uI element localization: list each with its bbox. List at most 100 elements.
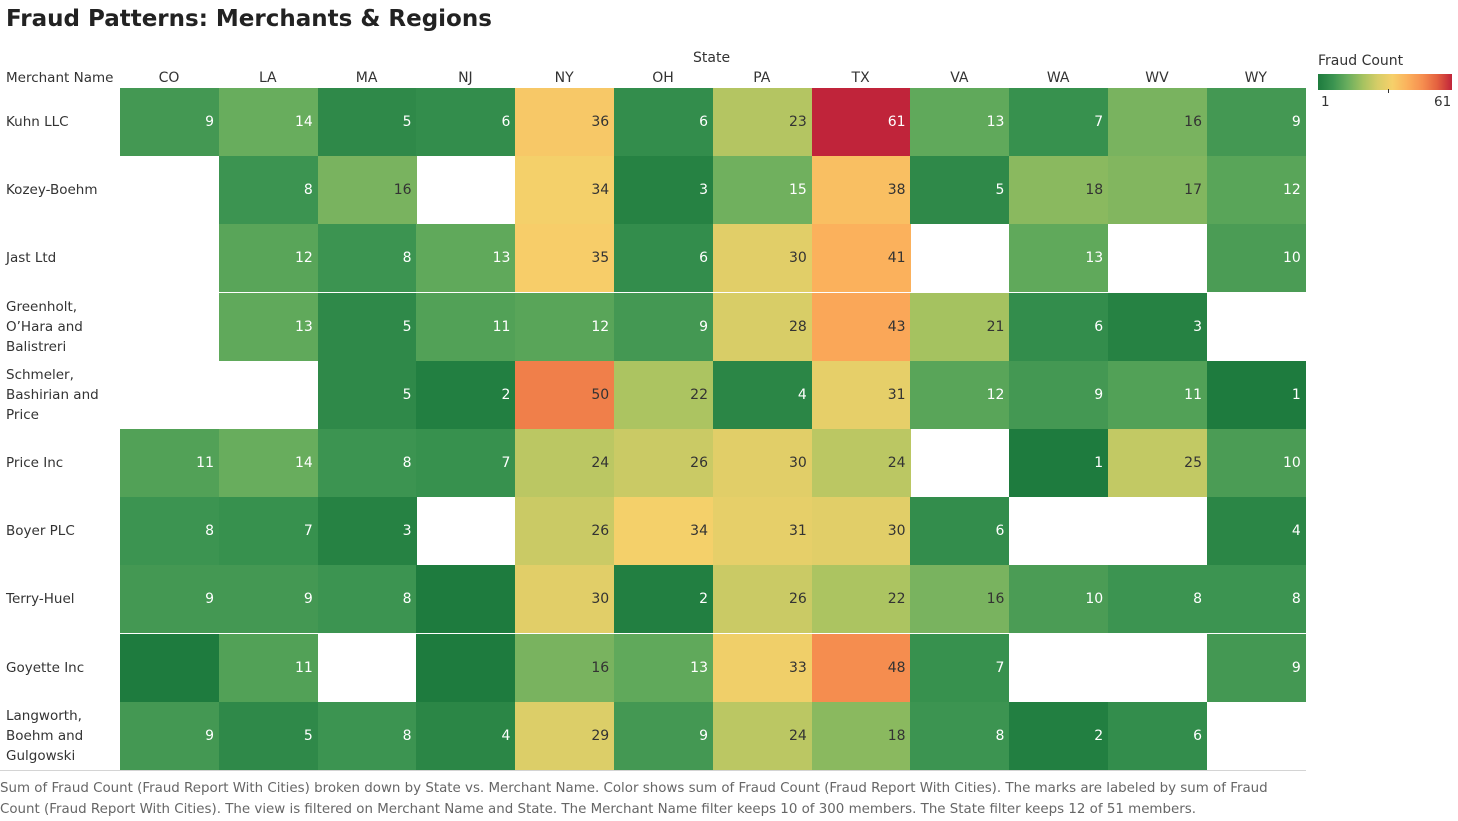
heatmap-cell[interactable]: 7	[1009, 88, 1109, 156]
heatmap-cell[interactable]: 15	[712, 156, 812, 225]
heatmap-cell[interactable]: 10	[1206, 224, 1306, 293]
heatmap-cell[interactable]: 7	[416, 429, 516, 497]
heatmap-cell[interactable]: 38	[811, 156, 911, 225]
heatmap-cell[interactable]: 48	[811, 633, 911, 702]
heatmap-cell[interactable]: 12	[1206, 156, 1306, 225]
heatmap-cell[interactable]: 5	[317, 360, 417, 429]
heatmap-cell[interactable]: 6	[416, 88, 516, 156]
heatmap-cell[interactable]: 18	[1009, 156, 1109, 225]
heatmap-cell[interactable]: 5	[317, 88, 417, 156]
heatmap-cell[interactable]: 26	[614, 429, 713, 497]
heatmap-cell[interactable]: 13	[614, 633, 713, 702]
heatmap-cell[interactable]: 9	[614, 701, 713, 770]
heatmap-cell[interactable]: 21	[910, 292, 1010, 361]
heatmap-cell[interactable]: 2	[614, 565, 713, 634]
heatmap-cell[interactable]: 4	[1206, 497, 1306, 566]
heatmap-cell[interactable]: 22	[614, 360, 713, 429]
heatmap-cell[interactable]: 8	[1206, 565, 1306, 634]
heatmap-cell[interactable]: 5	[910, 156, 1010, 225]
heatmap-cell[interactable]: 26	[515, 497, 615, 566]
heatmap-cell[interactable]: 22	[811, 565, 911, 634]
heatmap-cell[interactable]: 14	[218, 429, 318, 497]
heatmap-cell[interactable]: 8	[317, 565, 417, 634]
heatmap-cell[interactable]: 43	[811, 292, 911, 361]
heatmap-cell[interactable]: 7	[218, 497, 318, 566]
heatmap-cell[interactable]: 9	[120, 88, 219, 156]
heatmap-cell[interactable]: 16	[515, 633, 615, 702]
heatmap-cell[interactable]: 3	[1108, 292, 1207, 361]
heatmap-cell[interactable]: 9	[614, 292, 713, 361]
heatmap-cell[interactable]: 9	[1206, 633, 1306, 702]
heatmap-cell[interactable]: 13	[910, 88, 1010, 156]
heatmap-cell[interactable]: 9	[120, 701, 219, 770]
heatmap-cell[interactable]: 9	[1009, 360, 1109, 429]
heatmap-cell[interactable]: 34	[515, 156, 615, 225]
heatmap-cell[interactable]: 30	[811, 497, 911, 566]
heatmap-cell[interactable]: 30	[712, 429, 812, 497]
heatmap-cell[interactable]: 9	[218, 565, 318, 634]
heatmap-cell[interactable]: 14	[218, 88, 318, 156]
heatmap-cell[interactable]: 16	[317, 156, 417, 225]
heatmap-cell[interactable]: 24	[712, 701, 812, 770]
heatmap-cell[interactable]: 3	[614, 156, 713, 225]
heatmap-cell[interactable]: 13	[218, 292, 318, 361]
heatmap-cell[interactable]: 1	[1009, 429, 1109, 497]
heatmap-cell[interactable]: 31	[811, 360, 911, 429]
heatmap-cell[interactable]: 1	[1206, 360, 1306, 429]
heatmap-cell[interactable]: 7	[910, 633, 1010, 702]
heatmap-cell[interactable]: 10	[1206, 429, 1306, 497]
heatmap-cell[interactable]: 30	[515, 565, 615, 634]
heatmap-cell[interactable]: 29	[515, 701, 615, 770]
heatmap-cell[interactable]: 18	[811, 701, 911, 770]
heatmap-cell[interactable]: 8	[910, 701, 1010, 770]
heatmap-cell[interactable]: 2	[416, 360, 516, 429]
heatmap-cell[interactable]: 8	[218, 156, 318, 225]
heatmap-cell[interactable]: 23	[712, 88, 812, 156]
heatmap-cell[interactable]: 33	[712, 633, 812, 702]
heatmap-cell[interactable]: 11	[218, 633, 318, 702]
heatmap-cell[interactable]: 12	[218, 224, 318, 293]
heatmap-cell[interactable]	[416, 633, 516, 702]
heatmap-cell[interactable]: 11	[120, 429, 219, 497]
heatmap-cell[interactable]: 6	[1108, 701, 1207, 770]
heatmap-cell[interactable]: 31	[712, 497, 812, 566]
heatmap-cell[interactable]	[120, 633, 219, 702]
heatmap-cell[interactable]: 6	[614, 224, 713, 293]
heatmap-cell[interactable]: 12	[910, 360, 1010, 429]
heatmap-cell[interactable]: 16	[910, 565, 1010, 634]
heatmap-cell[interactable]: 10	[1009, 565, 1109, 634]
heatmap-cell[interactable]: 41	[811, 224, 911, 293]
heatmap-cell[interactable]: 28	[712, 292, 812, 361]
heatmap-cell[interactable]: 6	[1009, 292, 1109, 361]
heatmap-cell[interactable]: 9	[120, 565, 219, 634]
heatmap-cell[interactable]: 2	[1009, 701, 1109, 770]
heatmap-cell[interactable]: 30	[712, 224, 812, 293]
heatmap-cell[interactable]: 61	[811, 88, 911, 156]
heatmap-cell[interactable]: 5	[317, 292, 417, 361]
heatmap-cell[interactable]: 50	[515, 360, 615, 429]
heatmap-cell[interactable]: 8	[120, 497, 219, 566]
heatmap-cell[interactable]: 13	[416, 224, 516, 293]
heatmap-cell[interactable]: 12	[515, 292, 615, 361]
heatmap-cell[interactable]: 8	[1108, 565, 1207, 634]
heatmap-cell[interactable]: 6	[910, 497, 1010, 566]
heatmap-cell[interactable]	[416, 565, 516, 634]
heatmap-cell[interactable]: 25	[1108, 429, 1207, 497]
heatmap-cell[interactable]: 16	[1108, 88, 1207, 156]
heatmap-cell[interactable]: 3	[317, 497, 417, 566]
heatmap-cell[interactable]: 8	[317, 701, 417, 770]
heatmap-cell[interactable]: 8	[317, 224, 417, 293]
heatmap-cell[interactable]: 4	[712, 360, 812, 429]
heatmap-cell[interactable]: 9	[1206, 88, 1306, 156]
heatmap-cell[interactable]: 24	[811, 429, 911, 497]
heatmap-cell[interactable]: 4	[416, 701, 516, 770]
heatmap-cell[interactable]: 13	[1009, 224, 1109, 293]
heatmap-cell[interactable]: 6	[614, 88, 713, 156]
heatmap-cell[interactable]: 36	[515, 88, 615, 156]
heatmap-cell[interactable]: 24	[515, 429, 615, 497]
heatmap-cell[interactable]: 8	[317, 429, 417, 497]
heatmap-cell[interactable]: 11	[416, 292, 516, 361]
heatmap-cell[interactable]: 35	[515, 224, 615, 293]
heatmap-cell[interactable]: 17	[1108, 156, 1207, 225]
heatmap-cell[interactable]: 11	[1108, 360, 1207, 429]
